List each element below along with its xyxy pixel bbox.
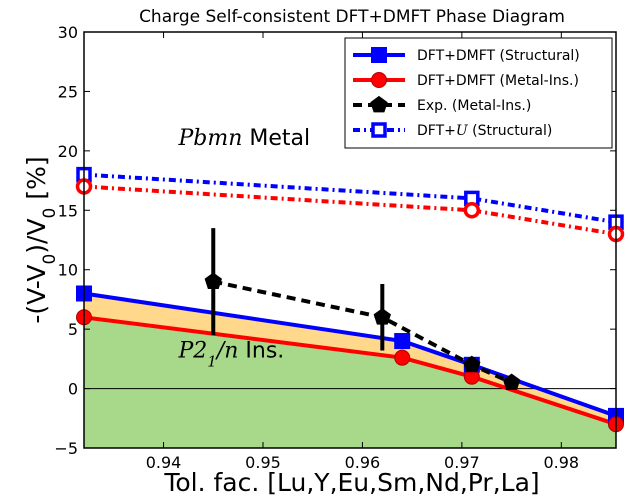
x-tick-label: 0.94 bbox=[146, 453, 182, 472]
x-tick-label: 0.95 bbox=[245, 453, 281, 472]
data-point-exp-metal-ins-3 bbox=[502, 373, 521, 390]
series-markers bbox=[75, 166, 625, 433]
legend-marker-dft-u-structural bbox=[371, 122, 387, 138]
region-label-1: P21/n Ins. bbox=[177, 339, 284, 371]
data-point-exp-metal-ins-2 bbox=[463, 355, 481, 373]
y-tick-label: 30 bbox=[58, 23, 78, 42]
y-tick-label: −5 bbox=[54, 439, 78, 458]
y-axis-label: -(V-V0)/V0 [%] bbox=[22, 156, 60, 323]
data-point-dft-dmft-metal-ins-1 bbox=[394, 349, 411, 366]
chart-title: Charge Self-consistent DFT+DMFT Phase Di… bbox=[139, 7, 565, 27]
legend-marker-dft-dmft-structural bbox=[371, 47, 387, 63]
x-tick-label: 0.97 bbox=[444, 453, 480, 472]
y-tick-label: 0 bbox=[68, 380, 78, 399]
fill-dft-dmft-metal-ins-axis-bottom bbox=[84, 317, 616, 448]
data-point-exp-metal-ins-0 bbox=[204, 272, 222, 289]
series-line-0 bbox=[84, 291, 616, 418]
fill-dft-dmft-structural-dft-dmft-metal-ins bbox=[84, 293, 616, 425]
data-point-series-1 bbox=[463, 202, 481, 219]
y-tick-label: 20 bbox=[58, 142, 78, 161]
legend-entry-exp-metal-ins: Exp. (Metal-Ins.) bbox=[417, 98, 531, 114]
x-axis-ticks: 0.94 0.95 0.96 0.97 0.98 bbox=[146, 32, 579, 472]
data-point-dft-dmft-structural-1 bbox=[394, 333, 411, 350]
legend: DFT+DMFT (Structural) DFT+DMFT (Metal-Ins… bbox=[344, 37, 613, 149]
x-axis-label: Tol. fac. [Lu,Y,Eu,Sm,Nd,Pr,La] bbox=[163, 468, 539, 497]
legend-marker-dft-dmft-metal-ins bbox=[371, 72, 387, 88]
x-tick-label: 0.96 bbox=[345, 453, 381, 472]
plot-frame bbox=[83, 31, 617, 449]
series-line-1 bbox=[84, 315, 616, 427]
data-point-exp-metal-ins-1 bbox=[373, 308, 391, 325]
series-lines bbox=[84, 172, 616, 427]
legend-entry-dft-dmft-metal-ins: DFT+DMFT (Metal-Ins.) bbox=[417, 73, 579, 89]
region-labels: Pbmn Metal P21/n Ins. bbox=[177, 126, 310, 371]
series-line-3 bbox=[84, 172, 616, 225]
fill-regions bbox=[84, 293, 616, 448]
y-tick-label: 10 bbox=[58, 261, 78, 280]
y-tick-label: 5 bbox=[68, 320, 78, 339]
y-axis-ticks: −5 0 5 10 15 20 25 30 bbox=[54, 23, 616, 458]
legend-marker-exp-metal-ins bbox=[370, 95, 388, 113]
y-tick-label: 25 bbox=[58, 82, 78, 101]
legend-entry-dft-u-structural: DFT+U (Structural) bbox=[417, 123, 552, 139]
x-tick-label: 0.98 bbox=[543, 453, 579, 472]
y-tick-label: 15 bbox=[58, 201, 78, 220]
legend-entry-dft-dmft-structural: DFT+DMFT (Structural) bbox=[417, 48, 580, 64]
region-label-0: Pbmn Metal bbox=[177, 126, 310, 151]
